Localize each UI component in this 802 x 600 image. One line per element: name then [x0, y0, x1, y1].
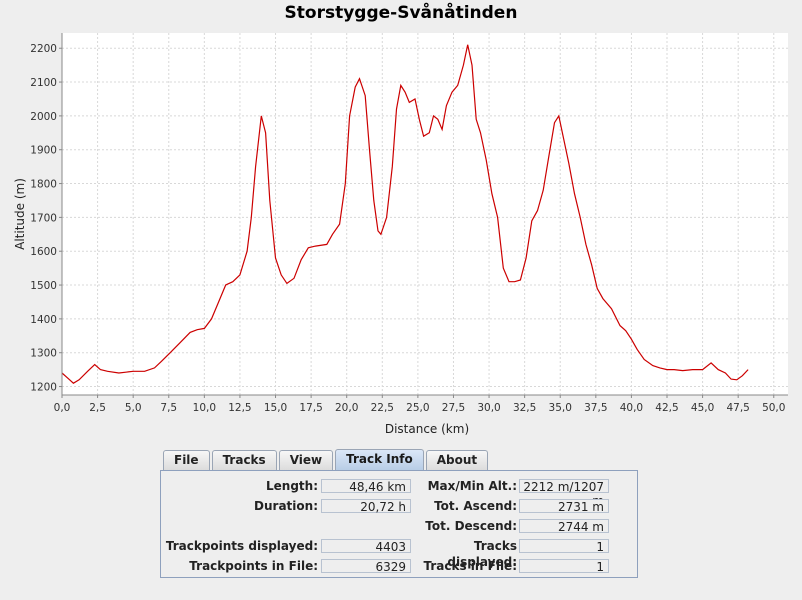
x-tick-label: 50,0	[762, 402, 785, 414]
trackpoints-displayed-label: Trackpoints displayed:	[165, 539, 318, 553]
tot-ascend-label: Tot. Ascend:	[434, 499, 517, 513]
x-tick-label: 20,0	[335, 402, 358, 414]
y-tick-label: 1500	[30, 280, 57, 292]
x-tick-label: 12,5	[228, 402, 251, 414]
tab-track-info[interactable]: Track Info	[335, 449, 424, 470]
y-tick-label: 1600	[30, 246, 57, 258]
max-min-alt-label: Max/Min Alt.:	[427, 479, 517, 493]
y-tick-label: 2000	[30, 111, 57, 123]
tab-file[interactable]: File	[163, 450, 210, 470]
trackpoints-in-file-value: 6329	[321, 559, 411, 574]
tab-bar: File Tracks View Track Info About	[163, 449, 490, 470]
trackpoints-in-file-label: Trackpoints in File:	[189, 559, 318, 573]
tot-ascend-value: 2731 m	[519, 499, 609, 514]
x-tick-label: 45,0	[691, 402, 714, 414]
y-tick-label: 2100	[30, 77, 57, 89]
x-tick-label: 5,0	[125, 402, 142, 414]
x-axis-label: Distance (km)	[385, 422, 469, 436]
chart-title: Storstygge-Svånåtinden	[285, 1, 518, 23]
y-tick-label: 1400	[30, 314, 57, 326]
x-tick-label: 32,5	[513, 402, 536, 414]
duration-label: Duration:	[254, 499, 318, 513]
tab-tracks[interactable]: Tracks	[211, 450, 277, 470]
trackpoints-displayed-value: 4403	[321, 539, 411, 554]
y-axis: 1200 1300 1400 1500 1600 1700 1800 1900 2000 2100…	[30, 43, 62, 394]
x-tick-label: 2,5	[89, 402, 106, 414]
tracks-in-file-value: 1	[519, 559, 609, 574]
x-tick-label: 10,0	[193, 402, 216, 414]
y-tick-label: 1200	[30, 382, 57, 394]
x-tick-label: 42,5	[655, 402, 678, 414]
tab-about[interactable]: About	[425, 450, 489, 470]
x-tick-label: 15,0	[264, 402, 287, 414]
x-tick-label: 22,5	[371, 402, 394, 414]
grid	[61, 33, 788, 395]
y-axis-label: Altitude (m)	[13, 178, 27, 250]
duration-value: 20,72 h	[321, 499, 411, 514]
y-tick-label: 2200	[30, 43, 57, 55]
x-tick-label: 47,5	[726, 402, 749, 414]
y-tick-label: 1700	[30, 212, 57, 224]
altitude-series-line	[61, 44, 749, 384]
x-tick-label: 25,0	[406, 402, 429, 414]
tracks-displayed-label: Tracks displayed:	[447, 539, 517, 569]
plot-area	[62, 33, 788, 395]
tracks-displayed-value: 1	[519, 539, 609, 554]
tot-descend-value: 2744 m	[519, 519, 609, 534]
x-tick-label: 40,0	[620, 402, 643, 414]
x-tick-label: 37,5	[584, 402, 607, 414]
length-label: Length:	[266, 479, 318, 493]
x-tick-label: 17,5	[299, 402, 322, 414]
x-tick-label: 27,5	[442, 402, 465, 414]
altitude-chart: Storstygge-Svånåtinden 12001300140015001…	[13, 1, 788, 436]
x-axis: 0,0 2,5 5,0 7,5 10,0 12,5 15,0 17,5 20,0 22,5 25,0…	[54, 395, 785, 414]
x-tick-label: 0,0	[54, 402, 71, 414]
tab-view[interactable]: View	[278, 450, 334, 470]
length-value: 48,46 km	[321, 479, 411, 494]
x-tick-label: 35,0	[549, 402, 572, 414]
max-min-alt-value: 2212 m/1207 m	[519, 479, 609, 508]
y-tick-label: 1800	[30, 179, 57, 191]
x-tick-label: 7,5	[160, 402, 177, 414]
tracks-in-file-label: Tracks in File:	[423, 559, 518, 573]
tot-descend-label: Tot. Descend:	[425, 519, 517, 533]
track-info-panel: Length: 48,46 km Duration: 20,72 h Track…	[160, 470, 638, 578]
y-tick-label: 1900	[30, 145, 57, 157]
x-tick-label: 30,0	[477, 402, 500, 414]
y-tick-label: 1300	[30, 348, 57, 360]
